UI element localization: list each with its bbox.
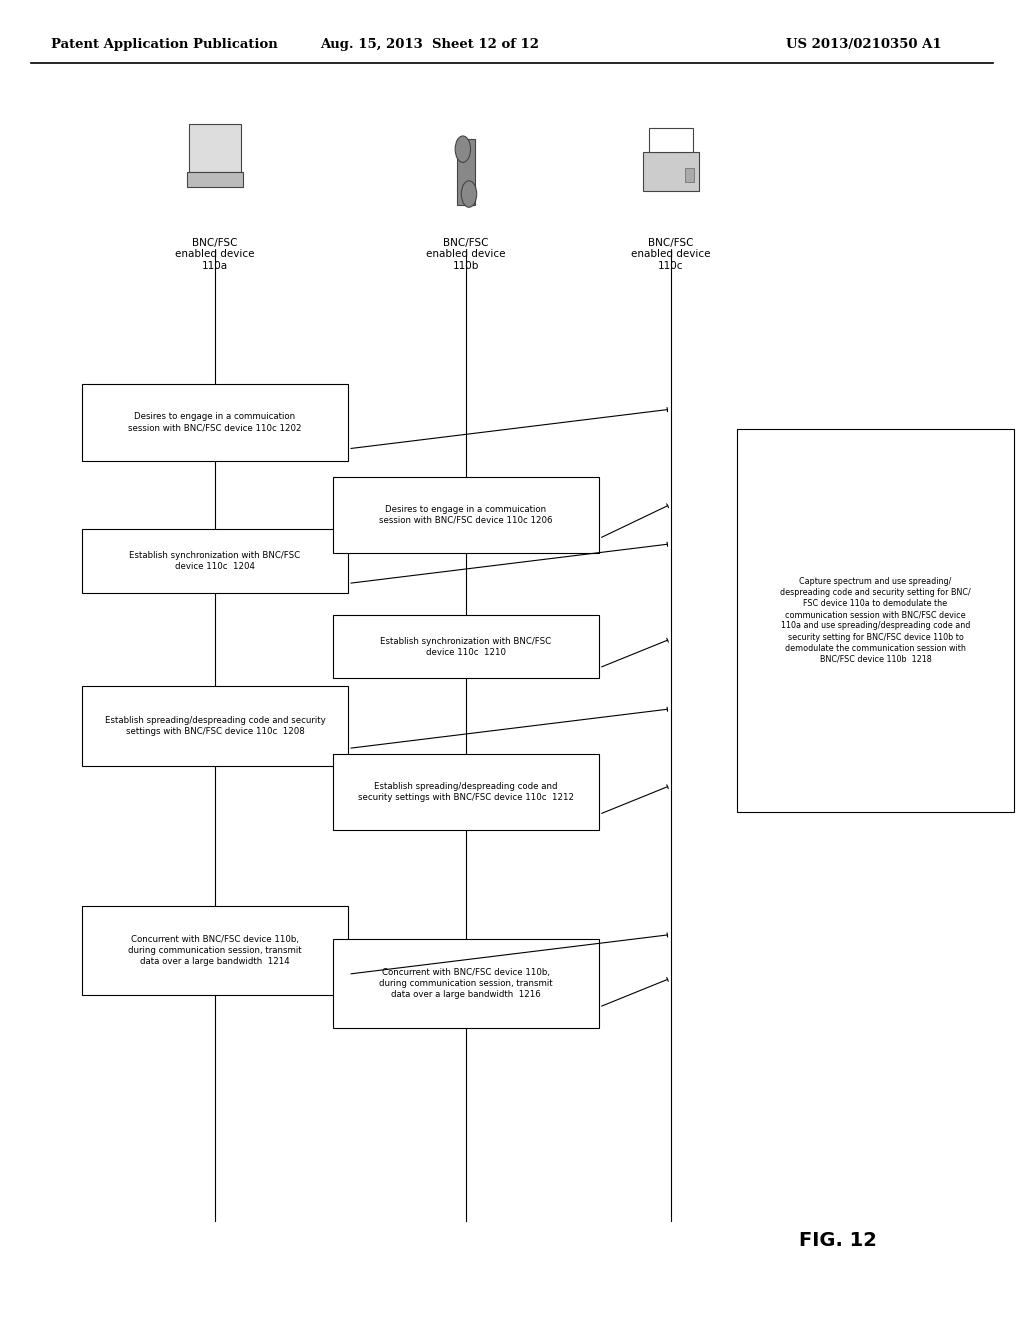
Bar [186,172,244,187]
Text: Desires to engage in a commuication
session with BNC/FSC device 110c 1206: Desires to engage in a commuication sess… [379,504,553,525]
Bar [333,615,599,678]
Bar [685,168,694,181]
Bar [643,152,699,191]
Ellipse shape [455,136,471,162]
Text: Establish synchronization with BNC/FSC
device 110c  1204: Establish synchronization with BNC/FSC d… [129,550,301,572]
Text: FIG. 12: FIG. 12 [799,1232,877,1250]
Bar [333,939,599,1028]
Text: Concurrent with BNC/FSC device 110b,
during communication session, transmit
data: Concurrent with BNC/FSC device 110b, dur… [128,935,302,966]
Bar [188,124,242,172]
Bar [737,429,1014,812]
Text: Desires to engage in a commuication
session with BNC/FSC device 110c 1202: Desires to engage in a commuication sess… [128,412,302,433]
Bar [82,384,348,461]
Ellipse shape [461,181,477,207]
Text: Concurrent with BNC/FSC device 110b,
during communication session, transmit
data: Concurrent with BNC/FSC device 110b, dur… [379,968,553,999]
Bar [457,139,475,205]
Text: Aug. 15, 2013  Sheet 12 of 12: Aug. 15, 2013 Sheet 12 of 12 [321,38,540,51]
Text: BNC/FSC
enabled device
110a: BNC/FSC enabled device 110a [175,238,255,271]
Bar [82,686,348,766]
Text: Capture spectrum and use spreading/
despreading code and security setting for BN: Capture spectrum and use spreading/ desp… [780,577,971,664]
Bar [333,754,599,830]
Text: Establish spreading/despreading code and
security settings with BNC/FSC device 1: Establish spreading/despreading code and… [358,781,573,803]
Bar [82,906,348,995]
Text: BNC/FSC
enabled device
110c: BNC/FSC enabled device 110c [631,238,711,271]
Bar [333,477,599,553]
Text: Establish spreading/despreading code and security
settings with BNC/FSC device 1: Establish spreading/despreading code and… [104,715,326,737]
Bar [82,529,348,593]
Text: BNC/FSC
enabled device
110b: BNC/FSC enabled device 110b [426,238,506,271]
Bar [649,128,693,152]
Text: Patent Application Publication: Patent Application Publication [51,38,278,51]
Text: Establish synchronization with BNC/FSC
device 110c  1210: Establish synchronization with BNC/FSC d… [380,636,552,657]
Text: US 2013/0210350 A1: US 2013/0210350 A1 [786,38,942,51]
